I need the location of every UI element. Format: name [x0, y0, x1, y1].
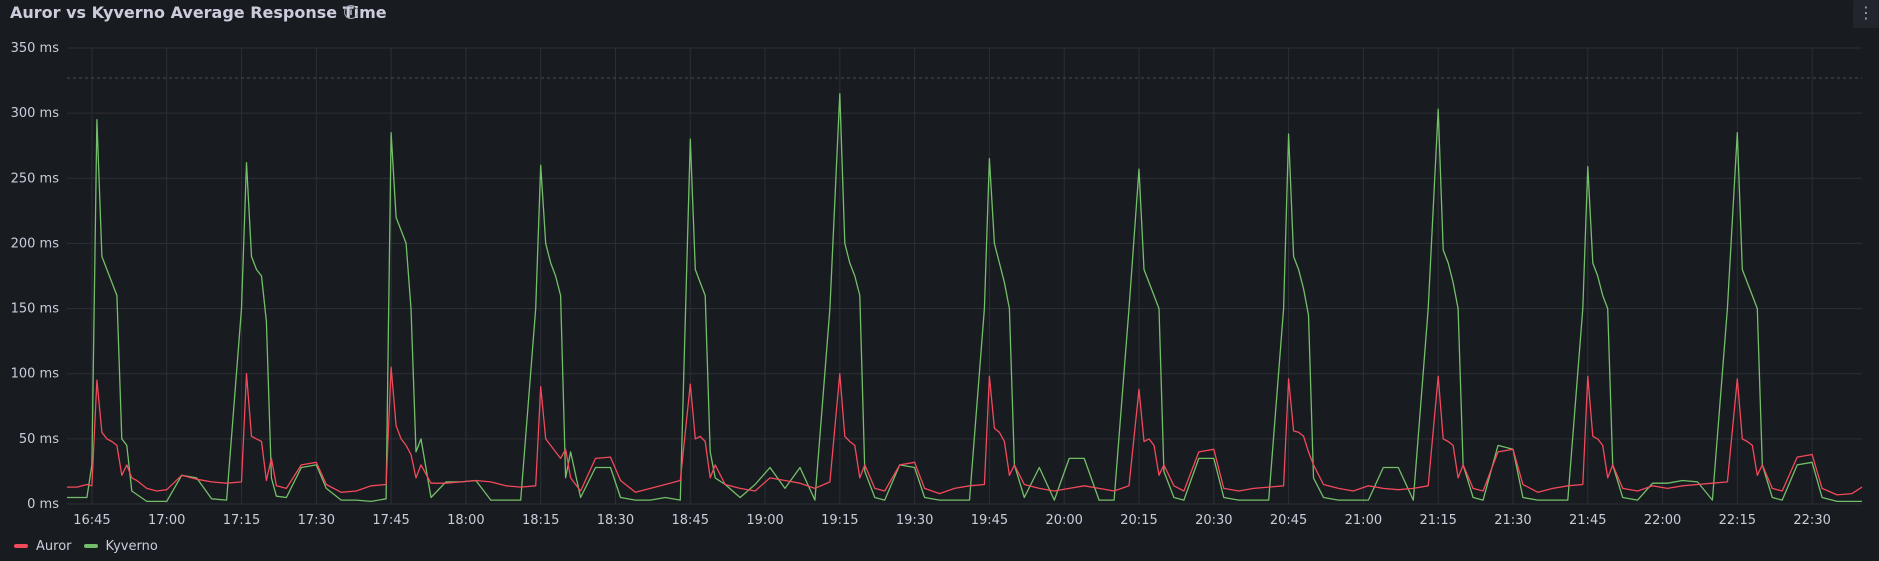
x-tick-label: 19:45	[971, 513, 1008, 528]
x-tick-label: 17:30	[298, 513, 335, 528]
legend-swatch-kyverno	[83, 544, 98, 548]
x-tick-label: 22:15	[1719, 513, 1756, 528]
x-tick-label: 19:30	[896, 513, 933, 528]
legend-item-kyverno[interactable]: Kyverno	[83, 538, 158, 554]
y-tick-label: 0 ms	[27, 497, 59, 512]
x-tick-label: 19:00	[746, 513, 783, 528]
x-tick-label: 16:45	[73, 513, 110, 528]
panel-title: Auror vs Kyverno Average Response Time	[10, 3, 387, 22]
legend-label-auror: Auror	[36, 538, 72, 554]
x-axis: 16:45 17:00 17:15 17:30 17:45 18:00 18:15 18:30…	[73, 513, 1831, 528]
series-line-auror[interactable]	[67, 366, 1863, 496]
series-layer	[67, 92, 1863, 503]
y-tick-label: 50 ms	[19, 432, 59, 447]
y-tick-label: 300 ms	[11, 106, 60, 121]
grid-layer	[67, 47, 1862, 505]
x-tick-label: 21:15	[1419, 513, 1456, 528]
y-tick-label: 250 ms	[11, 171, 60, 186]
y-tick-label: 200 ms	[11, 236, 60, 251]
y-axis: 0 ms 50 ms 100 ms 150 ms 200 ms 250 ms 300 ms 3…	[11, 41, 60, 512]
x-tick-label: 18:45	[672, 513, 709, 528]
x-tick-label: 18:30	[597, 513, 634, 528]
y-tick-label: 350 ms	[11, 41, 60, 56]
legend-label-kyverno: Kyverno	[105, 538, 158, 554]
legend-swatch-auror	[14, 544, 28, 548]
x-tick-label: 18:00	[447, 513, 484, 528]
x-tick-label: 21:30	[1494, 513, 1531, 528]
y-tick-label: 100 ms	[11, 367, 60, 382]
legend: Auror Kyverno	[14, 537, 170, 555]
x-tick-label: 17:45	[372, 513, 409, 528]
x-tick-label: 20:30	[1195, 513, 1232, 528]
x-tick-label: 20:45	[1270, 513, 1307, 528]
x-tick-label: 22:30	[1793, 513, 1830, 528]
info-icon[interactable]: i	[344, 5, 358, 19]
x-tick-label: 17:00	[148, 513, 185, 528]
x-tick-label: 19:15	[821, 513, 858, 528]
x-tick-label: 20:15	[1120, 513, 1157, 528]
x-tick-label: 21:00	[1345, 513, 1382, 528]
x-tick-label: 18:15	[522, 513, 559, 528]
legend-item-auror[interactable]: Auror	[14, 539, 72, 554]
x-tick-label: 22:00	[1644, 513, 1681, 528]
vertical-dots-icon: ⋮	[1858, 3, 1874, 22]
x-tick-label: 21:45	[1569, 513, 1606, 528]
series-line-kyverno[interactable]	[67, 92, 1862, 503]
y-tick-label: 150 ms	[11, 302, 60, 317]
panel-header: Auror vs Kyverno Average Response Time i…	[0, 0, 1879, 28]
x-tick-label: 17:15	[223, 513, 260, 528]
x-tick-label: 20:00	[1045, 513, 1082, 528]
panel-menu-button[interactable]: ⋮	[1853, 0, 1879, 28]
